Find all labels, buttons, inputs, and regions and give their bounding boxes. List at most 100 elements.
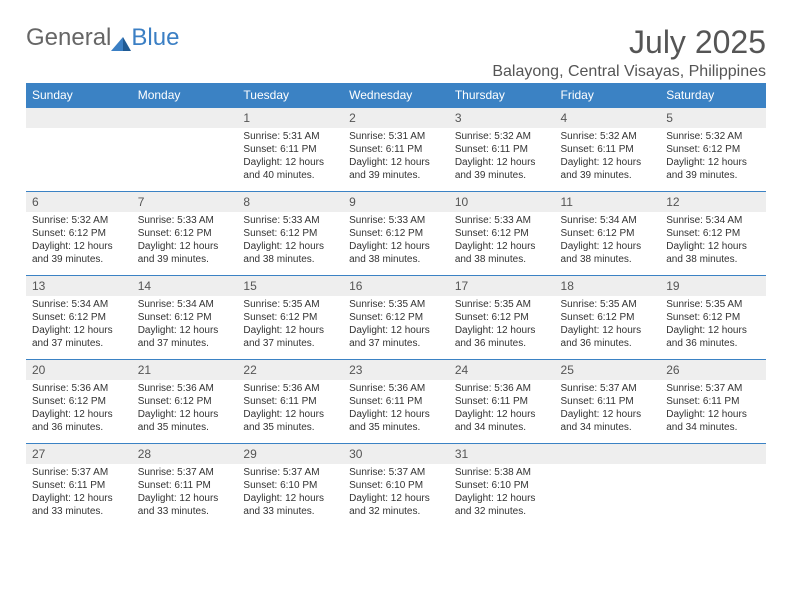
day-number: 15 <box>237 276 343 296</box>
calendar-day-cell: 8Sunrise: 5:33 AMSunset: 6:12 PMDaylight… <box>237 192 343 276</box>
day-details: Sunrise: 5:37 AMSunset: 6:11 PMDaylight:… <box>132 464 238 522</box>
day-details: Sunrise: 5:34 AMSunset: 6:12 PMDaylight:… <box>660 212 766 270</box>
calendar-day-cell: 17Sunrise: 5:35 AMSunset: 6:12 PMDayligh… <box>449 276 555 360</box>
day-number: 9 <box>343 192 449 212</box>
calendar-day-cell: 11Sunrise: 5:34 AMSunset: 6:12 PMDayligh… <box>555 192 661 276</box>
title-block: July 2025 Balayong, Central Visayas, Phi… <box>492 24 766 81</box>
calendar-day-cell: 29Sunrise: 5:37 AMSunset: 6:10 PMDayligh… <box>237 444 343 528</box>
brand-part1: General <box>26 24 111 52</box>
calendar-day-cell <box>660 444 766 528</box>
calendar-day-cell: 12Sunrise: 5:34 AMSunset: 6:12 PMDayligh… <box>660 192 766 276</box>
calendar-day-cell: 20Sunrise: 5:36 AMSunset: 6:12 PMDayligh… <box>26 360 132 444</box>
weekday-header: Sunday <box>26 83 132 108</box>
calendar-table: SundayMondayTuesdayWednesdayThursdayFrid… <box>26 83 766 528</box>
day-details: Sunrise: 5:37 AMSunset: 6:11 PMDaylight:… <box>555 380 661 438</box>
day-number: 17 <box>449 276 555 296</box>
calendar-week-row: 20Sunrise: 5:36 AMSunset: 6:12 PMDayligh… <box>26 360 766 444</box>
calendar-day-cell <box>132 108 238 192</box>
brand-part2: Blue <box>131 24 179 52</box>
weekday-header: Friday <box>555 83 661 108</box>
calendar-day-cell: 18Sunrise: 5:35 AMSunset: 6:12 PMDayligh… <box>555 276 661 360</box>
day-details: Sunrise: 5:35 AMSunset: 6:12 PMDaylight:… <box>343 296 449 354</box>
day-number <box>660 444 766 464</box>
calendar-day-cell: 3Sunrise: 5:32 AMSunset: 6:11 PMDaylight… <box>449 108 555 192</box>
calendar-day-cell: 28Sunrise: 5:37 AMSunset: 6:11 PMDayligh… <box>132 444 238 528</box>
calendar-day-cell: 6Sunrise: 5:32 AMSunset: 6:12 PMDaylight… <box>26 192 132 276</box>
day-number: 10 <box>449 192 555 212</box>
weekday-header: Wednesday <box>343 83 449 108</box>
day-details: Sunrise: 5:34 AMSunset: 6:12 PMDaylight:… <box>555 212 661 270</box>
calendar-week-row: 1Sunrise: 5:31 AMSunset: 6:11 PMDaylight… <box>26 108 766 192</box>
day-number: 2 <box>343 108 449 128</box>
weekday-header: Thursday <box>449 83 555 108</box>
day-number: 16 <box>343 276 449 296</box>
day-details: Sunrise: 5:32 AMSunset: 6:11 PMDaylight:… <box>555 128 661 186</box>
calendar-head: SundayMondayTuesdayWednesdayThursdayFrid… <box>26 83 766 108</box>
day-details: Sunrise: 5:33 AMSunset: 6:12 PMDaylight:… <box>343 212 449 270</box>
day-details: Sunrise: 5:31 AMSunset: 6:11 PMDaylight:… <box>343 128 449 186</box>
calendar-day-cell: 31Sunrise: 5:38 AMSunset: 6:10 PMDayligh… <box>449 444 555 528</box>
calendar-day-cell: 14Sunrise: 5:34 AMSunset: 6:12 PMDayligh… <box>132 276 238 360</box>
day-details: Sunrise: 5:35 AMSunset: 6:12 PMDaylight:… <box>237 296 343 354</box>
day-number: 4 <box>555 108 661 128</box>
day-number: 22 <box>237 360 343 380</box>
calendar-day-cell: 5Sunrise: 5:32 AMSunset: 6:12 PMDaylight… <box>660 108 766 192</box>
calendar-body: 1Sunrise: 5:31 AMSunset: 6:11 PMDaylight… <box>26 108 766 528</box>
day-details: Sunrise: 5:36 AMSunset: 6:11 PMDaylight:… <box>237 380 343 438</box>
day-details: Sunrise: 5:33 AMSunset: 6:12 PMDaylight:… <box>132 212 238 270</box>
day-number: 18 <box>555 276 661 296</box>
weekday-header: Monday <box>132 83 238 108</box>
day-number: 8 <box>237 192 343 212</box>
calendar-week-row: 6Sunrise: 5:32 AMSunset: 6:12 PMDaylight… <box>26 192 766 276</box>
header: General Blue July 2025 Balayong, Central … <box>26 24 766 81</box>
calendar-day-cell <box>555 444 661 528</box>
day-number: 29 <box>237 444 343 464</box>
calendar-day-cell: 19Sunrise: 5:35 AMSunset: 6:12 PMDayligh… <box>660 276 766 360</box>
day-details: Sunrise: 5:37 AMSunset: 6:11 PMDaylight:… <box>660 380 766 438</box>
day-number: 25 <box>555 360 661 380</box>
day-details: Sunrise: 5:31 AMSunset: 6:11 PMDaylight:… <box>237 128 343 186</box>
day-number: 20 <box>26 360 132 380</box>
calendar-day-cell: 25Sunrise: 5:37 AMSunset: 6:11 PMDayligh… <box>555 360 661 444</box>
weekday-header: Tuesday <box>237 83 343 108</box>
calendar-day-cell: 7Sunrise: 5:33 AMSunset: 6:12 PMDaylight… <box>132 192 238 276</box>
day-number: 31 <box>449 444 555 464</box>
day-number: 30 <box>343 444 449 464</box>
day-details: Sunrise: 5:34 AMSunset: 6:12 PMDaylight:… <box>26 296 132 354</box>
day-number: 19 <box>660 276 766 296</box>
day-details: Sunrise: 5:33 AMSunset: 6:12 PMDaylight:… <box>237 212 343 270</box>
day-details: Sunrise: 5:36 AMSunset: 6:11 PMDaylight:… <box>343 380 449 438</box>
calendar-day-cell: 30Sunrise: 5:37 AMSunset: 6:10 PMDayligh… <box>343 444 449 528</box>
calendar-day-cell: 15Sunrise: 5:35 AMSunset: 6:12 PMDayligh… <box>237 276 343 360</box>
day-details: Sunrise: 5:37 AMSunset: 6:10 PMDaylight:… <box>343 464 449 522</box>
day-details: Sunrise: 5:32 AMSunset: 6:12 PMDaylight:… <box>26 212 132 270</box>
day-details: Sunrise: 5:35 AMSunset: 6:12 PMDaylight:… <box>449 296 555 354</box>
brand-logo: General Blue <box>26 24 179 52</box>
day-details: Sunrise: 5:36 AMSunset: 6:12 PMDaylight:… <box>132 380 238 438</box>
day-number <box>132 108 238 128</box>
day-number: 14 <box>132 276 238 296</box>
day-number: 13 <box>26 276 132 296</box>
day-number <box>26 108 132 128</box>
calendar-day-cell: 4Sunrise: 5:32 AMSunset: 6:11 PMDaylight… <box>555 108 661 192</box>
day-number: 12 <box>660 192 766 212</box>
day-number: 26 <box>660 360 766 380</box>
day-number: 11 <box>555 192 661 212</box>
day-number: 7 <box>132 192 238 212</box>
day-details: Sunrise: 5:32 AMSunset: 6:12 PMDaylight:… <box>660 128 766 186</box>
day-details: Sunrise: 5:37 AMSunset: 6:10 PMDaylight:… <box>237 464 343 522</box>
day-number: 5 <box>660 108 766 128</box>
day-details: Sunrise: 5:34 AMSunset: 6:12 PMDaylight:… <box>132 296 238 354</box>
day-number: 24 <box>449 360 555 380</box>
day-details: Sunrise: 5:37 AMSunset: 6:11 PMDaylight:… <box>26 464 132 522</box>
calendar-day-cell: 27Sunrise: 5:37 AMSunset: 6:11 PMDayligh… <box>26 444 132 528</box>
calendar-week-row: 13Sunrise: 5:34 AMSunset: 6:12 PMDayligh… <box>26 276 766 360</box>
day-number: 3 <box>449 108 555 128</box>
calendar-day-cell: 10Sunrise: 5:33 AMSunset: 6:12 PMDayligh… <box>449 192 555 276</box>
calendar-week-row: 27Sunrise: 5:37 AMSunset: 6:11 PMDayligh… <box>26 444 766 528</box>
day-details: Sunrise: 5:35 AMSunset: 6:12 PMDaylight:… <box>660 296 766 354</box>
page-title: July 2025 <box>492 24 766 61</box>
calendar-day-cell: 9Sunrise: 5:33 AMSunset: 6:12 PMDaylight… <box>343 192 449 276</box>
day-number: 6 <box>26 192 132 212</box>
calendar-day-cell: 16Sunrise: 5:35 AMSunset: 6:12 PMDayligh… <box>343 276 449 360</box>
